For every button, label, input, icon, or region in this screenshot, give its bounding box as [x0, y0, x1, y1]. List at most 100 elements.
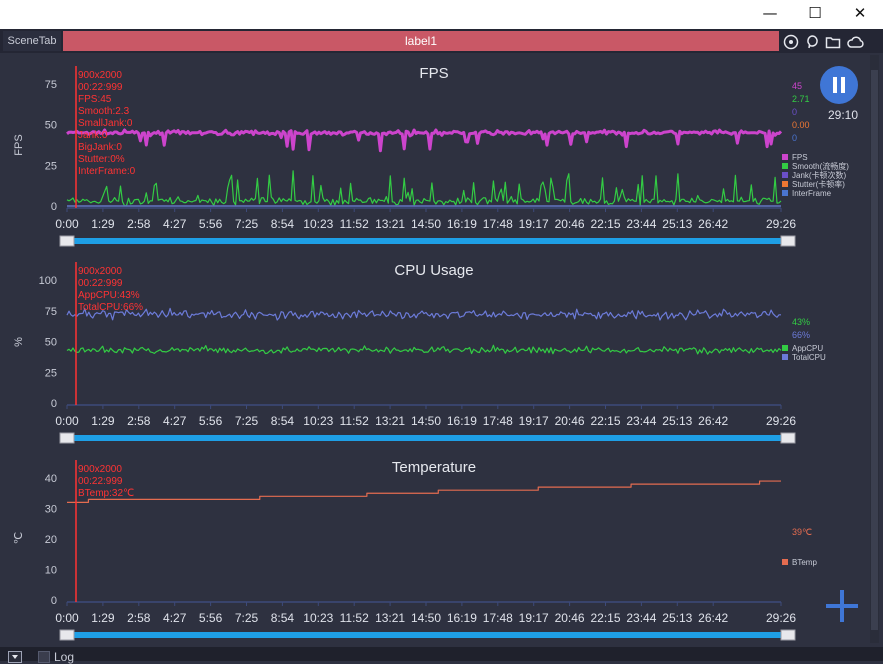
x-tick-label: 4:27: [163, 414, 187, 428]
maximize-button[interactable]: ☐: [808, 4, 822, 22]
legend-entry: Stutter(卡顿率): [792, 179, 845, 189]
series-line-smooth: [66, 170, 782, 207]
series-line-btemp: [67, 480, 781, 503]
folder-icon[interactable]: [825, 34, 841, 50]
cursor-readout-text: AppCPU:43%: [78, 290, 140, 301]
current-value: 66%: [792, 330, 810, 340]
x-tick-label: 16:19: [447, 217, 477, 231]
current-value: 43%: [792, 317, 810, 327]
chevron-down-icon: [12, 655, 18, 659]
x-tick-label: 8:54: [271, 414, 295, 428]
chart-title: Temperature: [392, 459, 476, 476]
x-tick-label: 25:13: [662, 414, 692, 428]
x-tick-label: 17:48: [483, 217, 513, 231]
x-tick-label: 2:58: [127, 217, 151, 231]
tab-bar: SceneTab label1: [0, 29, 883, 53]
y-tick-label: 100: [39, 275, 57, 287]
legend-entry: BTemp: [792, 558, 817, 567]
y-tick-label: 75: [45, 79, 57, 91]
minimize-button[interactable]: —: [762, 4, 778, 22]
x-tick-label: 20:46: [555, 217, 585, 231]
x-tick-label: 23:44: [626, 414, 656, 428]
y-tick-label: 75: [45, 306, 57, 318]
x-tick-label: 13:21: [375, 414, 405, 428]
current-value: 0: [792, 133, 797, 143]
y-axis-label: %: [13, 337, 25, 347]
range-handle-right: [780, 235, 796, 247]
tab-label1[interactable]: label1: [63, 31, 779, 51]
chat-bubble-icon[interactable]: [804, 34, 820, 50]
x-tick-label: 11:52: [340, 611, 369, 625]
cursor-readout-text: TotalCPU:66%: [78, 302, 143, 313]
cursor-readout-text: SmallJank:0: [78, 118, 133, 129]
x-tick-label: 14:50: [411, 414, 441, 428]
y-axis-label: FPS: [13, 134, 25, 155]
x-tick-label: 22:15: [590, 611, 620, 625]
cursor-readout-text: Smooth:2.3: [78, 106, 130, 117]
y-tick-label: 20: [45, 534, 57, 546]
x-tick-label: 2:58: [127, 611, 151, 625]
elapsed-timer: 29:10: [828, 108, 859, 122]
cloud-icon[interactable]: [846, 34, 865, 50]
legend-entry: FPS: [792, 153, 808, 162]
range-slider-track: [68, 435, 790, 441]
chart-title: FPS: [419, 65, 448, 82]
y-tick-label: 10: [45, 565, 57, 577]
y-tick-label: 50: [45, 120, 57, 132]
x-tick-label: 8:54: [271, 217, 295, 231]
legend-swatch: [782, 163, 788, 169]
x-tick-label: 4:27: [163, 611, 187, 625]
x-tick-label: 29:26: [766, 217, 796, 231]
cursor-readout-text: 00:22:999: [78, 82, 123, 93]
range-slider-track: [68, 632, 790, 638]
legend-swatch: [782, 154, 788, 160]
scrollbar-thumb[interactable]: [871, 70, 878, 630]
x-tick-label: 26:42: [698, 217, 728, 231]
tab-scene[interactable]: SceneTab: [3, 31, 61, 51]
expand-dropdown-button[interactable]: [8, 651, 22, 663]
location-icon[interactable]: [783, 34, 799, 50]
x-tick-label: 20:46: [555, 414, 585, 428]
log-checkbox[interactable]: [38, 651, 50, 663]
x-tick-label: 26:42: [698, 611, 728, 625]
x-tick-label: 2:58: [127, 414, 151, 428]
x-tick-label: 1:29: [91, 611, 115, 625]
series-line-appcpu: [66, 344, 782, 355]
x-tick-label: 10:23: [303, 217, 333, 231]
cursor-readout-text: 900x2000: [78, 266, 122, 277]
cursor-readout-text: FPS:45: [78, 94, 112, 105]
x-tick-label: 1:29: [91, 217, 115, 231]
series-line-fps: [66, 128, 783, 153]
current-value: 0.00: [792, 120, 810, 130]
x-tick-label: 26:42: [698, 414, 728, 428]
x-tick-label: 23:44: [626, 217, 656, 231]
legend-swatch: [782, 559, 788, 565]
current-value: 2.71: [792, 94, 810, 104]
chart-title: CPU Usage: [394, 262, 473, 279]
x-tick-label: 16:19: [447, 611, 477, 625]
x-tick-label: 29:26: [766, 611, 796, 625]
legend-entry: Smooth(流畅度): [792, 161, 849, 171]
x-tick-label: 19:17: [519, 414, 549, 428]
range-handle-left: [59, 235, 75, 247]
legend-swatch: [782, 190, 788, 196]
x-tick-label: 4:27: [163, 217, 187, 231]
x-tick-label: 13:21: [375, 611, 405, 625]
x-tick-label: 16:19: [447, 414, 477, 428]
x-tick-label: 5:56: [199, 217, 223, 231]
x-tick-label: 10:23: [303, 611, 333, 625]
range-handle-right: [780, 432, 796, 444]
x-tick-label: 25:13: [662, 217, 692, 231]
x-tick-label: 7:25: [235, 217, 259, 231]
x-tick-label: 14:50: [411, 611, 441, 625]
add-button[interactable]: [825, 589, 859, 623]
x-tick-label: 7:25: [235, 611, 259, 625]
pause-button[interactable]: [820, 66, 858, 104]
x-tick-label: 5:56: [199, 414, 223, 428]
close-button[interactable]: ✕: [853, 4, 867, 22]
y-tick-label: 0: [51, 201, 57, 213]
legend-entry: Jank(卡顿次数): [792, 170, 847, 180]
y-tick-label: 40: [45, 473, 57, 485]
x-tick-label: 23:44: [626, 611, 656, 625]
x-tick-label: 0:00: [55, 414, 79, 428]
